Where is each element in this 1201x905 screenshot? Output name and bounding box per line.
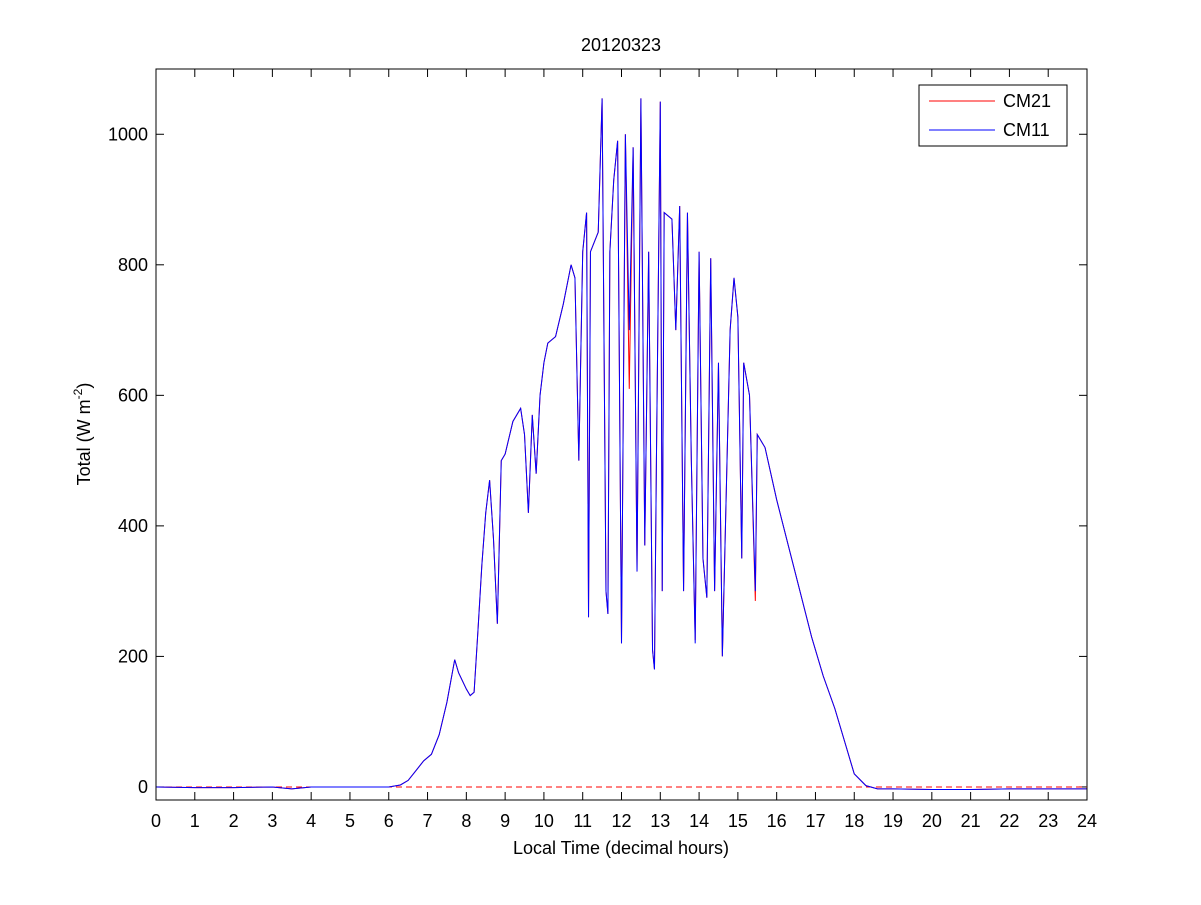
- x-tick-label: 24: [1077, 811, 1097, 831]
- x-tick-label: 21: [961, 811, 981, 831]
- x-tick-label: 19: [883, 811, 903, 831]
- y-tick-label: 1000: [108, 124, 148, 144]
- legend-label: CM21: [1003, 91, 1051, 111]
- x-tick-label: 23: [1038, 811, 1058, 831]
- x-tick-label: 9: [500, 811, 510, 831]
- x-tick-label: 1: [190, 811, 200, 831]
- x-tick-label: 2: [229, 811, 239, 831]
- x-tick-label: 8: [461, 811, 471, 831]
- y-tick-label: 600: [118, 385, 148, 405]
- x-tick-label: 6: [384, 811, 394, 831]
- x-tick-label: 10: [534, 811, 554, 831]
- x-tick-label: 16: [767, 811, 787, 831]
- x-tick-label: 17: [805, 811, 825, 831]
- x-tick-label: 7: [423, 811, 433, 831]
- x-tick-label: 14: [689, 811, 709, 831]
- legend-label: CM11: [1003, 120, 1050, 140]
- x-tick-label: 15: [728, 811, 748, 831]
- x-tick-label: 12: [611, 811, 631, 831]
- x-tick-label: 5: [345, 811, 355, 831]
- x-tick-label: 20: [922, 811, 942, 831]
- x-tick-label: 3: [267, 811, 277, 831]
- x-tick-label: 4: [306, 811, 316, 831]
- plot-frame: [155, 68, 1088, 801]
- legend-box: [918, 84, 1068, 147]
- x-axis-label: Local Time (decimal hours): [513, 838, 729, 858]
- x-tick-label: 13: [650, 811, 670, 831]
- data-line: [156, 98, 1087, 791]
- y-axis-label-sup: -2: [71, 388, 85, 399]
- y-axis-label: Total (W m-2): [71, 383, 94, 486]
- y-tick-label: 200: [118, 646, 148, 666]
- x-tick-label: 11: [573, 811, 592, 831]
- x-tick-label: 22: [999, 811, 1019, 831]
- x-tick-label: 0: [151, 811, 161, 831]
- y-axis-label-text: Total (W m: [74, 399, 94, 485]
- y-tick-label: 0: [138, 777, 148, 797]
- x-tick-label: 18: [844, 811, 864, 831]
- y-tick-label: 400: [118, 516, 148, 536]
- y-axis-label-end: ): [74, 383, 94, 389]
- chart-title: 20120323: [581, 35, 661, 55]
- y-tick-label: 800: [118, 255, 148, 275]
